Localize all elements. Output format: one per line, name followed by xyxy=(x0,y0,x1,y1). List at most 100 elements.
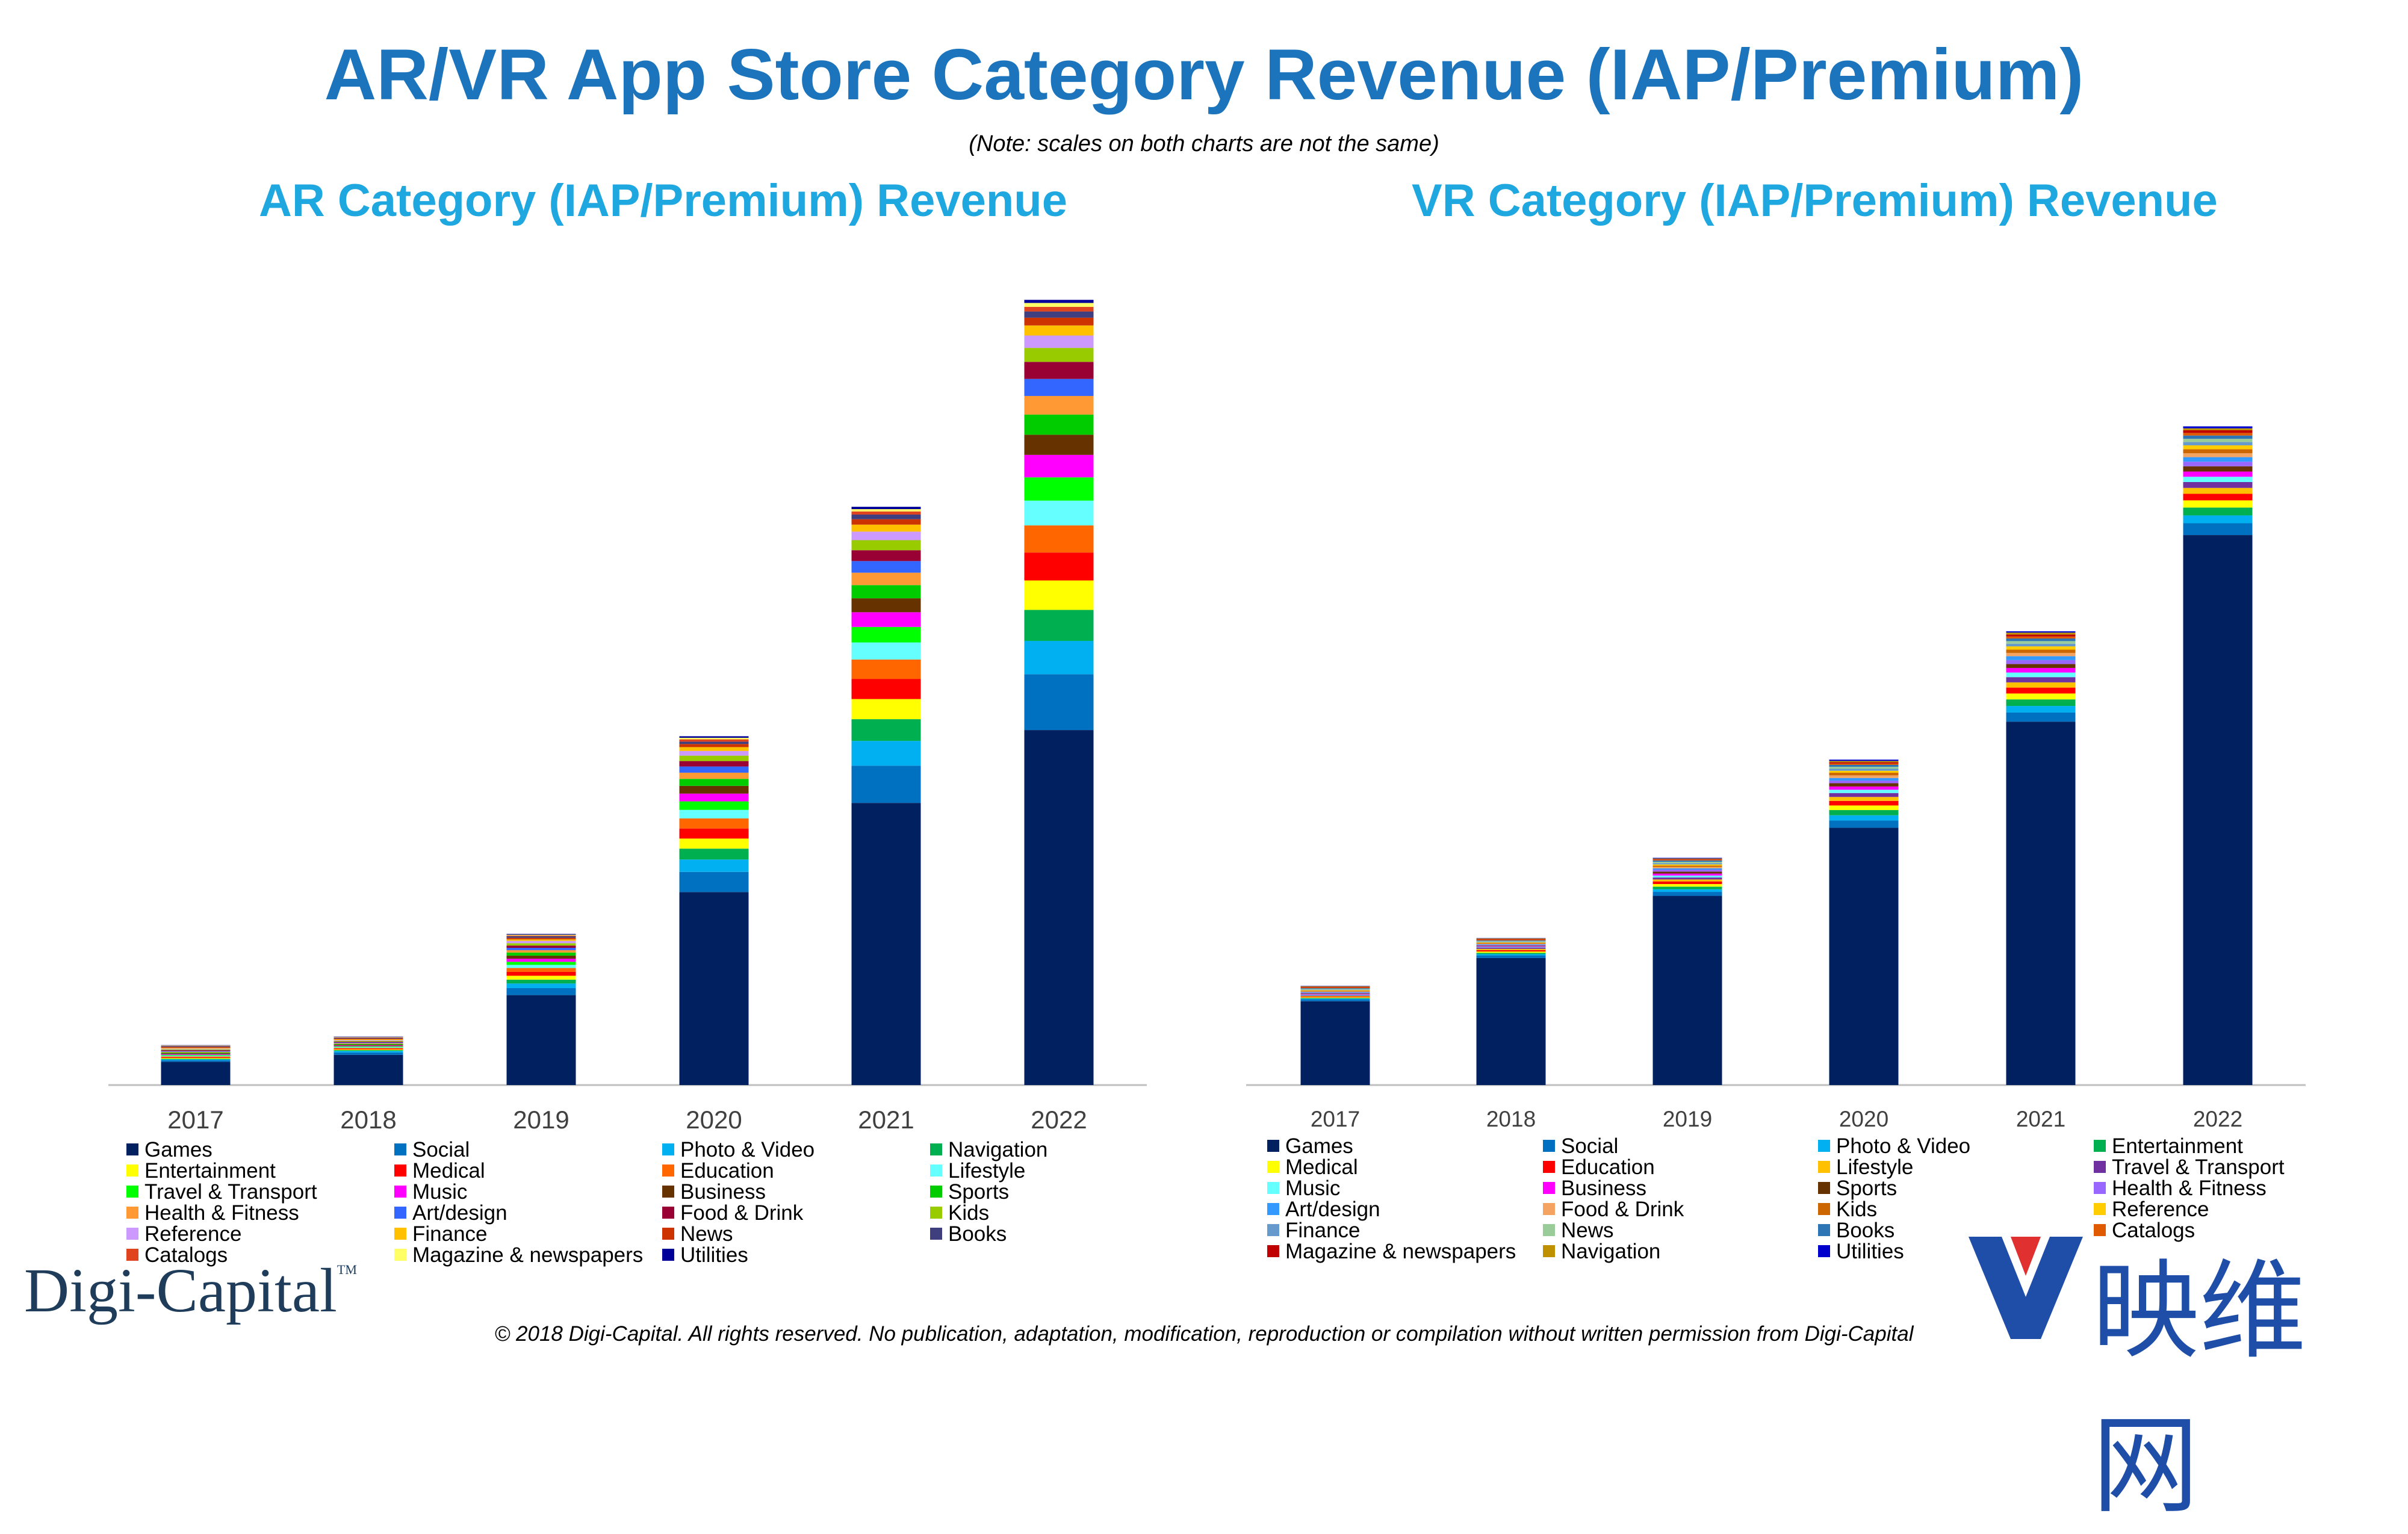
legend-item: Lifestyle xyxy=(1818,1157,1913,1178)
bar-segment-kids-2020 xyxy=(679,755,749,761)
bar-segment-social-2019 xyxy=(506,988,576,995)
bar-segment-lifestyle-2019 xyxy=(506,965,576,968)
bar-segment-utilities-2019 xyxy=(506,933,576,935)
legend-label: Business xyxy=(680,1180,766,1204)
legend-label: Sports xyxy=(948,1180,1010,1204)
x-tick-label: 2020 xyxy=(686,1106,742,1134)
legend-swatch xyxy=(1543,1245,1555,1257)
bar-segment-navigation-2022 xyxy=(1024,610,1094,641)
legend-item: Travel & Transport xyxy=(126,1181,317,1203)
bar-segment-entertainment-2021 xyxy=(851,699,921,720)
bar-segment-magazine-newspapers-2017 xyxy=(1300,986,1370,988)
legend-swatch xyxy=(2094,1181,2106,1194)
legend-item: Books xyxy=(930,1223,1007,1245)
bar-segment-sports-2022 xyxy=(1024,414,1094,435)
bar-segment-medical-2019 xyxy=(506,971,576,976)
legend-swatch xyxy=(1267,1202,1279,1215)
bar-segment-kids-2022 xyxy=(2183,449,2253,454)
bar-segment-catalogs-2018 xyxy=(1476,939,1546,941)
bar-segment-food-drink-2022 xyxy=(2183,453,2253,457)
bar-segment-photo-video-2021 xyxy=(851,741,921,766)
bar-segment-health-fitness-2017 xyxy=(1300,992,1370,994)
legend-label: Books xyxy=(1836,1219,1895,1242)
bar-segment-business-2020 xyxy=(679,785,749,794)
bar-segment-finance-2019 xyxy=(506,939,576,941)
bar-segment-lifestyle-2017 xyxy=(1300,996,1370,997)
legend-swatch xyxy=(126,1227,138,1240)
bar-segment-social-2018 xyxy=(1476,955,1546,958)
legend-item: Art/design xyxy=(1267,1199,1380,1220)
legend-swatch xyxy=(2094,1202,2106,1215)
bar-segment-games-2019 xyxy=(1652,895,1722,1085)
bar-segment-medical-2022 xyxy=(1024,552,1094,581)
bar-segment-kids-2019 xyxy=(506,943,576,946)
legend-swatch xyxy=(1818,1160,1830,1173)
bar-segment-navigation-2017 xyxy=(1300,986,1370,987)
legend-swatch xyxy=(1543,1202,1555,1215)
bar-segment-kids-2019 xyxy=(1652,865,1722,867)
bar-segment-catalogs-2020 xyxy=(679,739,749,742)
legend-label: Music xyxy=(412,1180,468,1204)
bar-segment-finance-2018 xyxy=(334,1039,403,1041)
legend-swatch xyxy=(1543,1181,1555,1194)
legend-item: News xyxy=(662,1223,733,1245)
digi-capital-logo: Digi-CapitalTM xyxy=(24,1256,357,1325)
bar-segment-social-2019 xyxy=(1652,892,1722,896)
legend-item: Social xyxy=(1543,1136,1618,1157)
bar-segment-business-2022 xyxy=(1024,435,1094,455)
legend-label: Lifestyle xyxy=(948,1159,1026,1183)
bar-segment-reference-2021 xyxy=(2006,646,2076,650)
legend-label: Catalogs xyxy=(2112,1219,2195,1242)
bar-segment-medical-2021 xyxy=(2006,693,2076,700)
bar-segment-food-drink-2017 xyxy=(161,1050,231,1051)
bar-segment-sports-2019 xyxy=(506,952,576,956)
charts-canvas: 2017 2018 2019 2020 2021 2022 2017 2018 2019 202… xyxy=(108,300,2306,1134)
legend-label: Utilities xyxy=(680,1243,748,1267)
bar-segment-reference-2019 xyxy=(1652,864,1722,866)
bar-segment-reference-2019 xyxy=(506,941,576,944)
bar-segment-education-2022 xyxy=(2183,493,2253,501)
scale-note: (Note: scales on both charts are not the… xyxy=(969,131,1439,156)
bar-segment-entertainment-2022 xyxy=(2183,507,2253,516)
bar-segment-navigation-2019 xyxy=(506,979,576,984)
bar-segment-music-2018 xyxy=(334,1045,403,1047)
bar-segment-art-design-2017 xyxy=(1300,992,1370,993)
bar-segment-education-2020 xyxy=(1829,800,1899,806)
bar-segment-food-drink-2019 xyxy=(506,945,576,948)
bar-segment-finance-2020 xyxy=(679,747,749,751)
bar-segment-photo-video-2021 xyxy=(2006,706,2076,713)
bar-segment-photo-video-2018 xyxy=(1476,954,1546,956)
bar-segment-games-2022 xyxy=(1024,730,1094,1085)
bar-segment-education-2021 xyxy=(851,659,921,679)
bar-segment-entertainment-2021 xyxy=(2006,699,2076,707)
legend-swatch xyxy=(126,1206,138,1219)
legend-swatch xyxy=(1818,1202,1830,1215)
legend-label: Books xyxy=(948,1222,1007,1246)
legend-swatch xyxy=(1267,1245,1279,1257)
legend-label: Photo & Video xyxy=(1836,1134,1971,1158)
legend-item: Books xyxy=(1818,1220,1894,1242)
bar-segment-social-2017 xyxy=(161,1060,231,1062)
bar-segment-art-design-2018 xyxy=(334,1042,403,1044)
bar-segment-medical-2019 xyxy=(1652,883,1722,887)
bar-segment-education-2021 xyxy=(2006,687,2076,694)
bar-segment-art-design-2022 xyxy=(1024,379,1094,396)
bar-segment-music-2022 xyxy=(1024,454,1094,478)
bar-segment-magazine-newspapers-2022 xyxy=(1024,303,1094,307)
bar-segment-news-2017 xyxy=(161,1047,231,1048)
legend-label: Magazine & newspapers xyxy=(1285,1240,1516,1263)
bar-segment-music-2021 xyxy=(851,612,921,627)
bar-segment-health-fitness-2018 xyxy=(334,1043,403,1044)
legend-label: Entertainment xyxy=(2112,1134,2243,1158)
bar-segment-food-drink-2017 xyxy=(1300,991,1370,992)
bar-segment-health-fitness-2020 xyxy=(1829,781,1899,784)
bar-segment-business-2022 xyxy=(2183,471,2253,477)
bar-segment-music-2019 xyxy=(506,959,576,962)
bar-segment-navigation-2018 xyxy=(334,1050,403,1051)
bar-segment-photo-video-2020 xyxy=(1829,815,1899,821)
legend-swatch xyxy=(930,1206,942,1219)
legend-label: Lifestyle xyxy=(1836,1155,1914,1179)
bar-segment-art-design-2019 xyxy=(506,948,576,950)
bar-segment-art-design-2018 xyxy=(1476,944,1546,945)
legend-swatch xyxy=(1818,1245,1830,1257)
